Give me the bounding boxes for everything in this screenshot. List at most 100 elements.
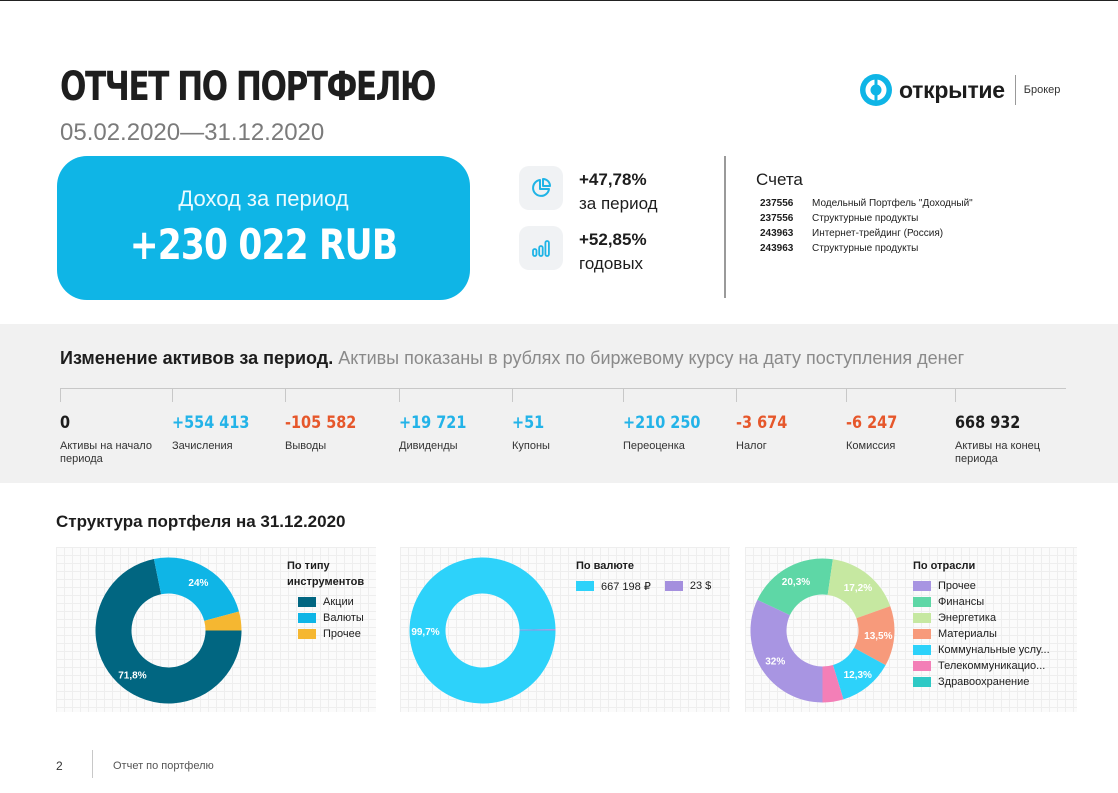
stat-annual-value: +52,85%: [579, 230, 647, 249]
metric-value: 0: [60, 413, 71, 433]
account-name: Интернет-трейдинг (Россия): [812, 228, 944, 239]
legend-item: Прочее: [298, 626, 382, 642]
structure-title: Структура портфеля на 31.12.2020: [56, 512, 346, 531]
legend-item: 23 $: [664, 578, 712, 594]
stat-period-value: +47,78%: [579, 170, 647, 189]
vertical-divider: [724, 156, 726, 298]
legend-label: 667 198 ₽: [601, 580, 651, 593]
legend-instruments: По типу инструментов Акции Валюты Прочее: [287, 558, 382, 642]
asset-changes-title: Изменение активов за период. Активы пока…: [60, 348, 964, 369]
metric-label: Зачисления: [172, 440, 233, 452]
income-card: Доход за период +230 022 RUB: [57, 156, 470, 300]
metric-label: Переоценка: [623, 440, 685, 452]
account-row: 243963 Структурные продукты: [760, 243, 918, 254]
legend-item: Валюты: [298, 610, 382, 626]
top-rule: [0, 0, 1118, 1]
legend-label: Материалы: [938, 628, 997, 640]
brand-subtitle: Брокер: [1023, 84, 1061, 96]
scale-tick: [736, 388, 737, 402]
account-row: 243963 Интернет-трейдинг (Россия): [760, 228, 943, 239]
donut-slice: [854, 606, 895, 666]
legend-swatch: [913, 597, 931, 607]
legend-industry: По отрасли Прочее Финансы Энергетика Матери…: [913, 558, 1073, 690]
stat-annual-label: годовых: [579, 254, 644, 273]
account-name: Структурные продукты: [812, 213, 919, 224]
account-number: 237556: [760, 198, 794, 209]
legend-item: Материалы: [913, 626, 1073, 642]
metric-value: 668 932: [955, 413, 1021, 433]
legend-label: Акции: [323, 596, 354, 608]
legend-label: Прочее: [938, 580, 976, 592]
scale-tick: [399, 388, 400, 402]
footer-divider: [92, 750, 93, 778]
legend-label: 23 $: [689, 580, 712, 592]
donut-slice-label: 24%: [188, 578, 208, 589]
metric-label: Выводы: [285, 440, 327, 452]
legend-swatch: [913, 645, 931, 655]
scale-tick: [172, 388, 173, 402]
metric-label: Активы на начало периода: [60, 440, 152, 465]
income-label: Доход за период: [178, 186, 349, 211]
legend-items: Акции Валюты Прочее: [298, 594, 382, 642]
donut-slice-label: 71,8%: [118, 671, 146, 682]
scale-tick: [512, 388, 513, 402]
legend-swatch: [913, 629, 931, 639]
legend-swatch: [298, 613, 316, 623]
account-number: 243963: [760, 243, 794, 254]
legend-items: Прочее Финансы Энергетика Материалы Коммунал…: [913, 578, 1073, 690]
legend-item: Энергетика: [913, 610, 1073, 626]
metric-value: +554 413: [172, 413, 250, 433]
legend-swatch: [913, 613, 931, 623]
donut-slice: [204, 611, 242, 631]
stat-period: +47,78% за период: [519, 166, 658, 214]
donut-slice-label: 99,7%: [411, 627, 439, 638]
legend-label: Телекоммуникацио...: [938, 660, 1046, 672]
legend-label: Здравоохранение: [938, 676, 1030, 688]
legend-label: Прочее: [323, 628, 361, 640]
donut-slice-label: 20,3%: [782, 577, 810, 588]
asset-changes-title-bold: Изменение активов за период.: [60, 348, 334, 368]
donut-slice: [832, 647, 886, 700]
donut-chart-instruments: 71,8% 24%: [95, 557, 242, 704]
legend-item: Акции: [298, 594, 382, 610]
donut-slice: [757, 558, 833, 616]
legend-currency: По валюте 667 198 ₽ 23 $: [576, 558, 726, 594]
donut-slice: [827, 559, 891, 619]
metric-value: -6 247: [846, 413, 898, 433]
brand-divider: [1014, 75, 1016, 105]
legend-title: По типу инструментов: [287, 560, 365, 588]
metric-label: Комиссия: [846, 440, 896, 452]
account-name: Структурные продукты: [812, 243, 919, 254]
legend-label: Финансы: [938, 596, 985, 608]
income-value: +230 022 RUB: [129, 220, 398, 269]
account-number: 243963: [760, 228, 794, 239]
metric-value: +19 721: [399, 413, 467, 433]
metric-label: Активы на конец периода: [955, 440, 1041, 465]
bar-chart-icon: [519, 226, 563, 270]
legend-swatch: [576, 581, 594, 591]
legend-item: 667 198 ₽: [576, 578, 651, 594]
account-row: 237556 Структурные продукты: [760, 213, 918, 224]
donut-slice: [519, 629, 556, 631]
metric-label: Дивиденды: [399, 440, 458, 452]
page-number: 2: [56, 759, 63, 773]
metric-value: +210 250: [623, 413, 701, 433]
legend-item: Прочее: [913, 578, 1073, 594]
report-date-range: 05.02.2020—31.12.2020: [60, 119, 325, 146]
donut-slice-label: 12,3%: [844, 670, 872, 681]
scale-tick: [285, 388, 286, 402]
legend-label: Валюты: [323, 612, 364, 624]
metric-label: Налог: [736, 440, 767, 452]
legend-swatch: [913, 661, 931, 671]
footer-text: Отчет по портфелю: [113, 760, 214, 772]
account-number: 237556: [760, 213, 794, 224]
donut-slice-label: 13,5%: [864, 631, 892, 642]
asset-changes-band: [0, 324, 1118, 483]
legend-item: Финансы: [913, 594, 1073, 610]
metric-value: -105 582: [285, 413, 357, 433]
donut-chart-currency: 99,7%: [409, 557, 556, 704]
account-row: 237556 Модельный Портфель "Доходный": [760, 198, 973, 209]
legend-items: 667 198 ₽ 23 $: [576, 578, 726, 594]
page-title: ОТЧЕТ ПО ПОРТФЕЛЮ: [60, 64, 437, 110]
metric-value: -3 674: [736, 413, 788, 433]
